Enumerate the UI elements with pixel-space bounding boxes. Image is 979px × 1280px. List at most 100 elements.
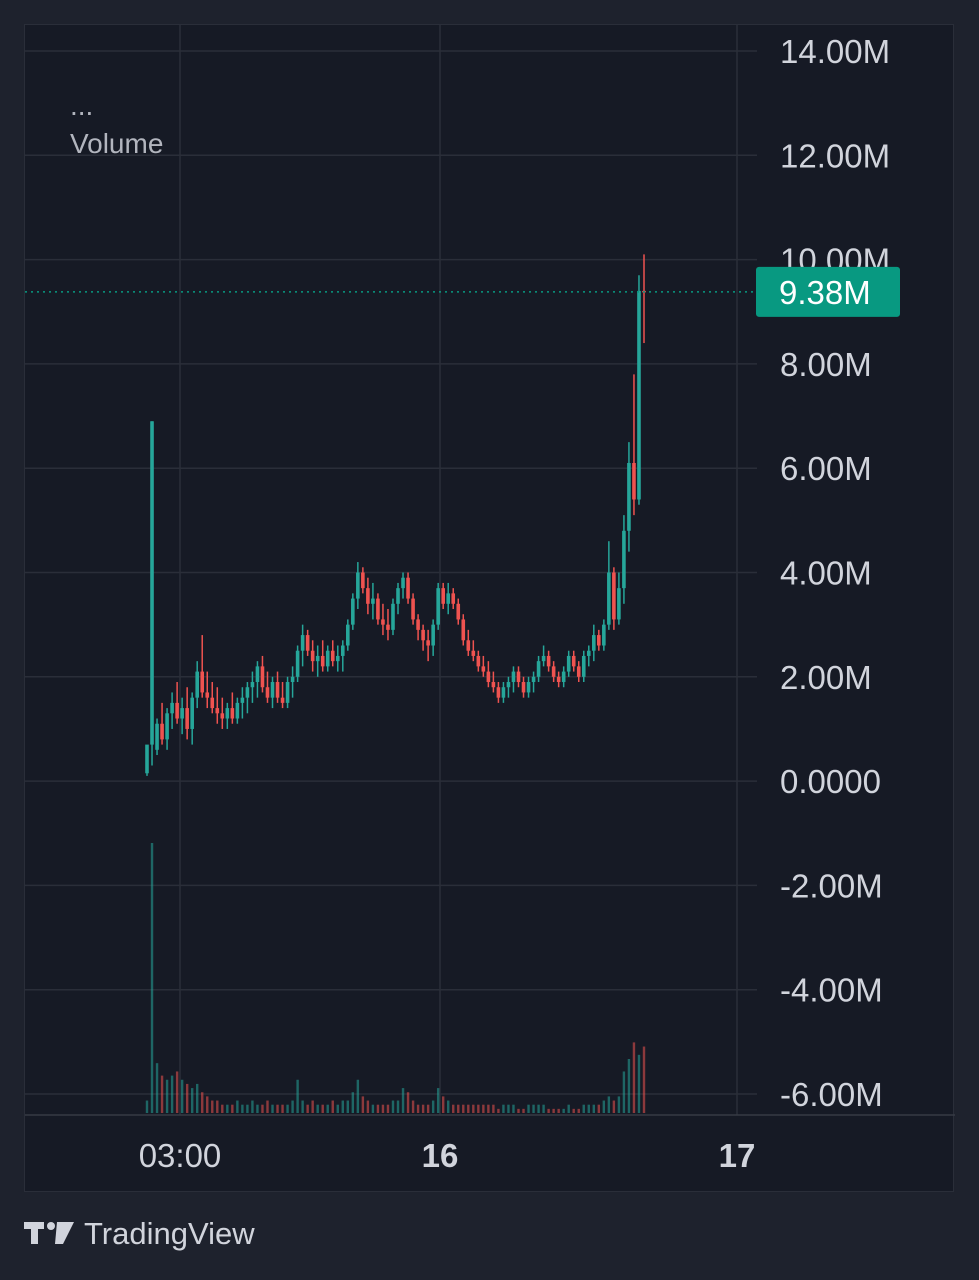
candle-body (320, 655, 325, 667)
grid-lines (25, 25, 955, 1116)
candle-body (411, 598, 415, 620)
volume-bar (572, 1108, 575, 1113)
candle-body (290, 676, 295, 683)
volume-bar (386, 1104, 390, 1113)
volume-bar (452, 1104, 455, 1113)
candle-body (451, 593, 456, 604)
volume-bar (487, 1104, 490, 1113)
candle-body (456, 603, 461, 620)
candle-body (210, 697, 215, 709)
candle-body (396, 588, 400, 604)
candle-body (275, 682, 280, 698)
volume-bar (301, 1100, 304, 1113)
volume-bar (542, 1104, 545, 1113)
volume-bar (547, 1108, 550, 1113)
candle-body (335, 655, 340, 662)
candle-body (270, 682, 275, 698)
candle-body (165, 713, 169, 740)
candle-body (561, 671, 566, 683)
legend[interactable]: ... Volume (70, 87, 163, 163)
chart-canvas[interactable]: 14.00M12.00M10.00M8.00M6.00M4.00M2.00M0.… (25, 25, 955, 1193)
volume-bar (291, 1100, 294, 1113)
volume-bar (477, 1104, 480, 1113)
y-tick-label: 4.00M (780, 555, 872, 592)
candle-body (150, 421, 154, 745)
candle-body (401, 577, 405, 589)
candle-body (576, 666, 581, 677)
last-value-label: 9.38M (779, 274, 871, 311)
candle-body (245, 687, 250, 698)
volume-bar (226, 1104, 229, 1113)
volume-bar (150, 843, 154, 1113)
volume-bar (562, 1108, 565, 1113)
footer[interactable]: TradingView (24, 1212, 255, 1256)
candle-body (285, 682, 290, 703)
candle-body (516, 671, 521, 683)
candle-body (195, 671, 200, 698)
candle-body (235, 702, 240, 719)
candle-body (145, 744, 149, 774)
volume-bar (617, 1096, 621, 1113)
volume-bar (321, 1104, 324, 1113)
candle-body (366, 588, 370, 604)
volume-bar (276, 1104, 279, 1113)
candle-body (155, 723, 159, 750)
candle-body (300, 635, 305, 651)
volume-bar (607, 1096, 611, 1113)
volume-bar (190, 1088, 194, 1113)
candle-body (215, 708, 220, 714)
candle-body (591, 635, 596, 651)
volume-bar (145, 1100, 149, 1113)
volume-bar (522, 1108, 525, 1113)
candle-body (351, 598, 355, 625)
candle-body (330, 650, 335, 662)
candle-body (436, 588, 440, 625)
candle-body (255, 666, 260, 683)
y-tick-label: -4.00M (780, 972, 883, 1009)
x-tick-label: 03:00 (139, 1137, 222, 1174)
volume-bar (251, 1100, 254, 1113)
candle-body (486, 671, 491, 683)
candle-body (175, 702, 179, 719)
tradingview-logo-icon (24, 1222, 74, 1244)
legend-menu-icon[interactable]: ... (70, 90, 94, 121)
candle-body (421, 629, 425, 641)
volume-bar (411, 1100, 415, 1113)
chart-frame[interactable]: 14.00M 12.00M 10.00M 8.00M 6.00M 4.00M 2.00M 0.… (24, 24, 955, 1193)
volume-bar (391, 1100, 395, 1113)
candle-body (220, 713, 225, 719)
volume-bar (597, 1104, 601, 1113)
volume-bar (185, 1083, 189, 1113)
candle-body (230, 708, 235, 719)
volume-bar (201, 1092, 204, 1113)
x-tick-label: 16 (422, 1137, 459, 1174)
candle-body (265, 687, 270, 698)
candle-body (441, 588, 445, 604)
volume-bar (426, 1104, 430, 1113)
volume-bar (396, 1100, 400, 1113)
volume-bar (306, 1104, 309, 1113)
candle-body (386, 624, 390, 630)
candle-body (617, 588, 621, 620)
volume-bar (416, 1104, 420, 1113)
volume-bar (467, 1104, 470, 1113)
candle-body (381, 619, 385, 625)
volume-bar (311, 1100, 314, 1113)
volume-bar (281, 1104, 284, 1113)
candle-body (325, 650, 330, 667)
last-value-badge: 9.38M (756, 266, 900, 317)
volume-bar (482, 1104, 485, 1113)
volume-bar (557, 1108, 560, 1113)
volume-bar (587, 1104, 590, 1113)
volume-bar (502, 1104, 505, 1113)
y-tick-label: 8.00M (780, 346, 872, 383)
candle-body (511, 671, 516, 683)
candle-body (481, 666, 486, 672)
candle-body (521, 682, 526, 693)
candle-body (240, 697, 245, 703)
volume-bar (256, 1104, 259, 1113)
volume-bar (266, 1100, 269, 1113)
volume-bar (592, 1104, 595, 1113)
x-axis: 03:00 16 17 (139, 1137, 756, 1174)
volume-bar (376, 1104, 380, 1113)
